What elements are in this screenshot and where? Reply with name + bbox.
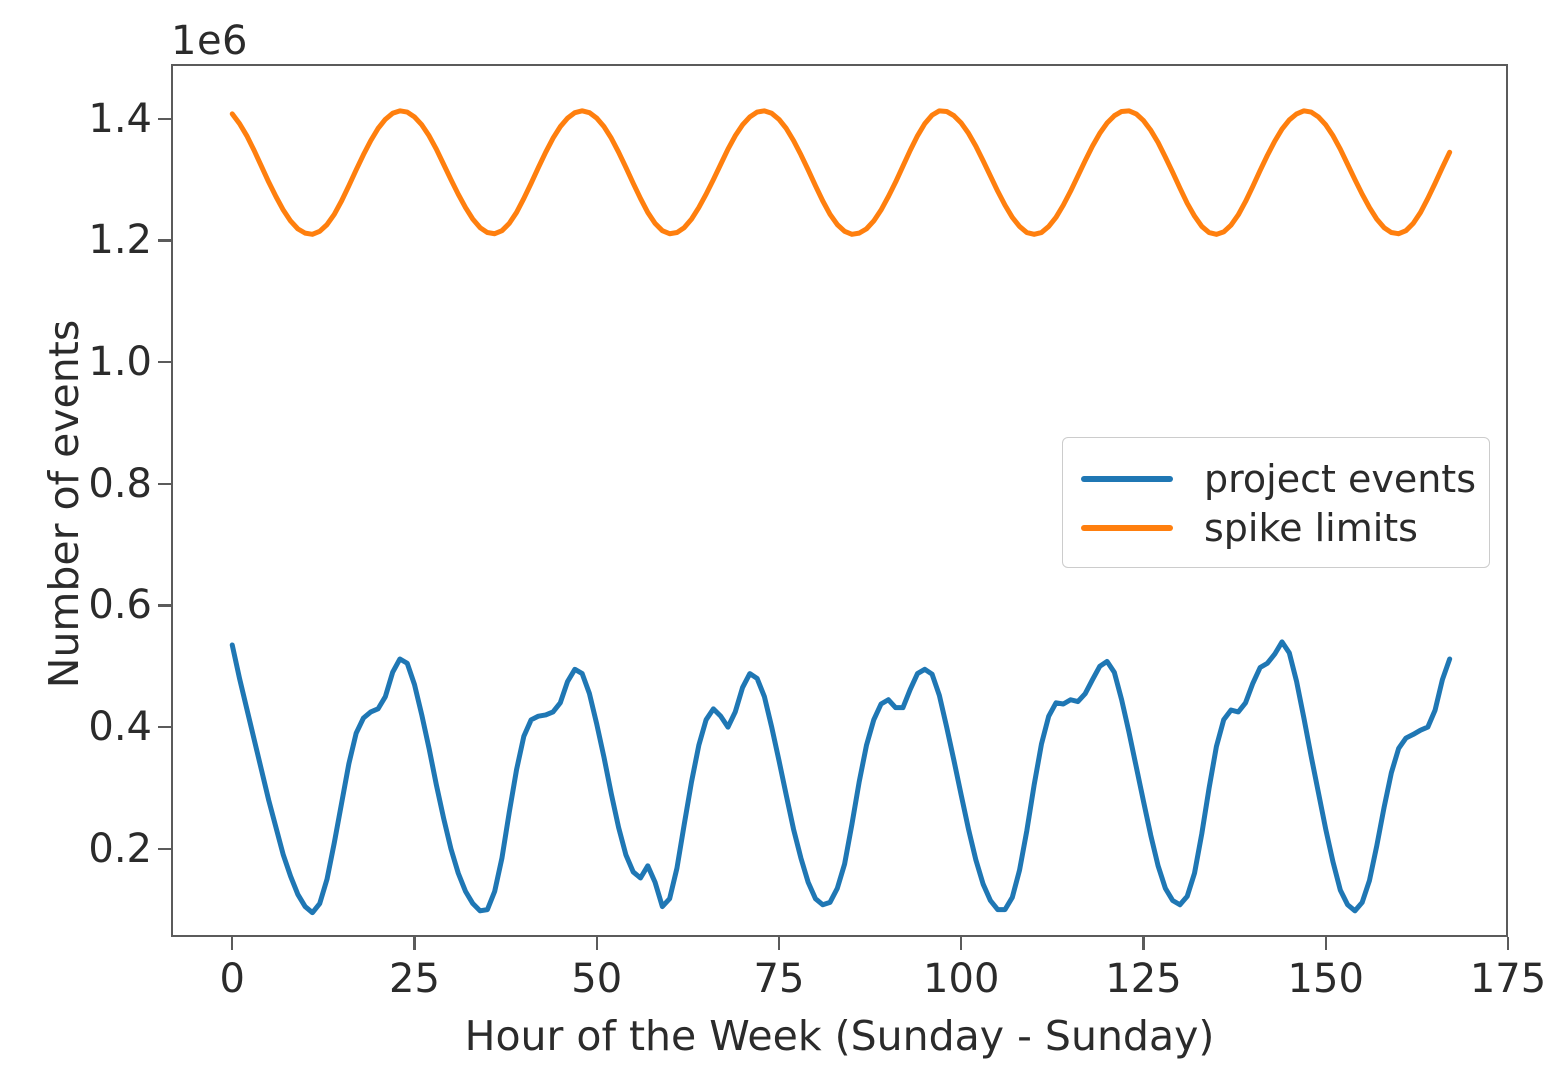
x-tick-label: 0 bbox=[219, 956, 245, 1002]
y-tick-label: 1.4 bbox=[88, 95, 152, 142]
y-axis-ticks: 0.2 0.4 0.6 0.8 1.0 1.2 1.4 bbox=[0, 0, 152, 1080]
x-tick-mark bbox=[595, 937, 598, 950]
legend-swatch-spike-limits bbox=[1081, 524, 1173, 531]
y-tick-label: 0.6 bbox=[88, 582, 152, 629]
y-tick-label: 0.8 bbox=[88, 460, 152, 507]
x-tick-mark bbox=[1507, 937, 1510, 950]
y-tick-label: 0.4 bbox=[88, 704, 152, 751]
x-tick-label: 175 bbox=[1469, 956, 1547, 1002]
x-tick-label: 25 bbox=[389, 956, 440, 1002]
x-tick-mark bbox=[231, 937, 234, 950]
x-tick-mark bbox=[413, 937, 416, 950]
x-tick-label: 125 bbox=[1105, 956, 1182, 1002]
x-tick-mark bbox=[777, 937, 781, 950]
x-tick-mark bbox=[1324, 937, 1327, 950]
x-tick-mark bbox=[1142, 937, 1145, 950]
y-tick-label: 1.0 bbox=[88, 339, 152, 386]
line-project-events bbox=[229, 639, 1453, 916]
y-tick-mark bbox=[158, 726, 171, 729]
x-tick-label: 150 bbox=[1287, 956, 1364, 1002]
x-tick-label: 75 bbox=[753, 956, 805, 1002]
y-tick-label: 0.2 bbox=[88, 825, 152, 872]
series-group bbox=[229, 108, 1453, 916]
legend-label-project-events: project events bbox=[1204, 456, 1476, 501]
legend-label-spike-limits: spike limits bbox=[1204, 505, 1418, 550]
x-tick-label: 50 bbox=[571, 956, 623, 1002]
y-tick-mark bbox=[158, 604, 171, 607]
y-tick-mark bbox=[158, 361, 171, 364]
y-axis-offset-label: 1e6 bbox=[171, 18, 249, 64]
legend[interactable]: project events spike limits bbox=[1062, 437, 1490, 568]
legend-item-spike-limits[interactable]: spike limits bbox=[1081, 503, 1471, 552]
legend-swatch-project-events bbox=[1081, 475, 1173, 482]
x-tick-label: 100 bbox=[923, 956, 1000, 1002]
y-tick-label: 1.2 bbox=[88, 217, 152, 264]
y-axis-label: Number of events bbox=[40, 319, 88, 689]
y-tick-mark bbox=[158, 482, 171, 485]
legend-item-project-events[interactable]: project events bbox=[1081, 454, 1476, 503]
y-tick-mark bbox=[158, 117, 171, 120]
y-tick-mark bbox=[158, 239, 171, 242]
chart-canvas bbox=[229, 108, 1453, 916]
line-spike-limits bbox=[229, 108, 1453, 237]
y-tick-mark bbox=[158, 847, 171, 850]
x-axis-label: Hour of the Week (Sunday - Sunday) bbox=[464, 1012, 1215, 1060]
x-tick-mark bbox=[960, 937, 963, 950]
